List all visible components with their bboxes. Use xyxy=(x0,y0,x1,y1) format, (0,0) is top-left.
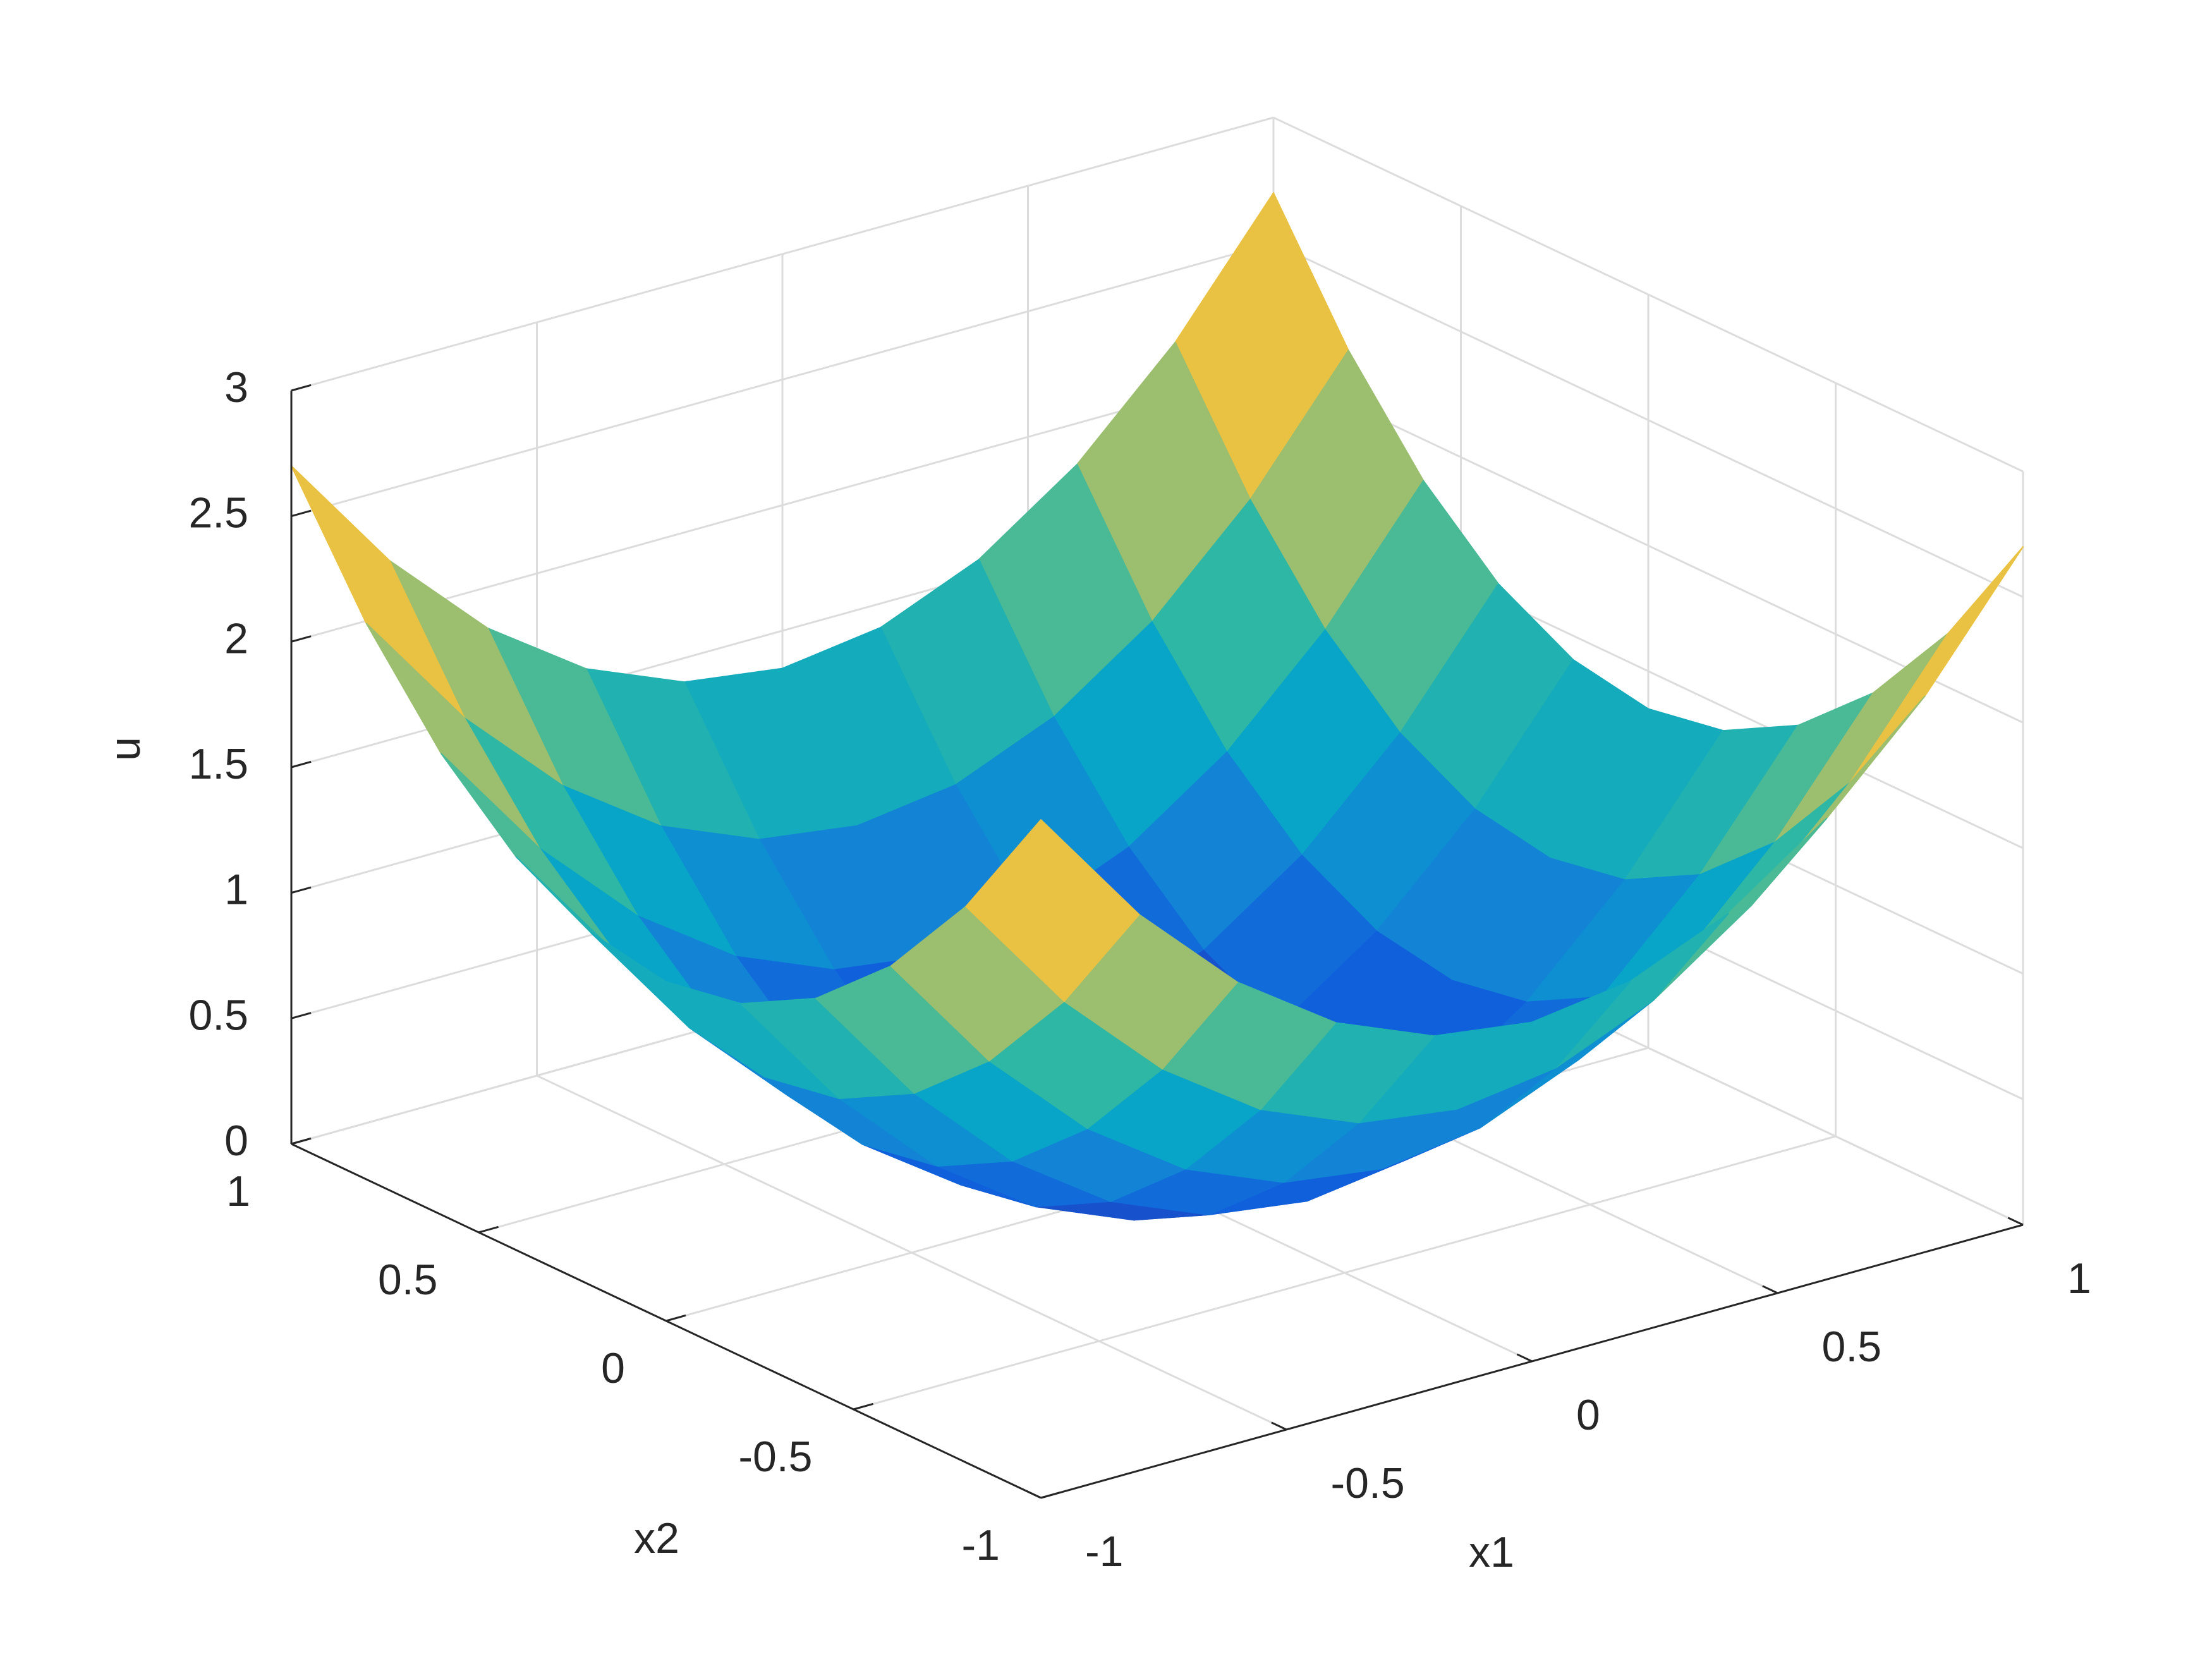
tick-mark xyxy=(1271,1421,1287,1431)
axes: 0 0.5 1 1.5 2 2.5 3 -1 -0.5 0 0.5 1 -1 -0.5 0 0.5 1 xyxy=(188,363,2091,1576)
tick-mark xyxy=(478,1225,499,1234)
grid-line xyxy=(1273,367,2024,724)
x1-tick-label: -0.5 xyxy=(1331,1459,1405,1507)
z-tick-label: 2.5 xyxy=(188,489,248,537)
tick-mark xyxy=(2007,1217,2024,1226)
grid-line xyxy=(853,1135,1836,1411)
tick-mark xyxy=(291,509,312,518)
surface xyxy=(291,192,2024,1221)
x1-tick-label: 0.5 xyxy=(1822,1323,1882,1371)
surface-cell xyxy=(965,819,1140,1002)
x2-axis-title: x2 xyxy=(634,1514,679,1562)
z-tick-label: 1.5 xyxy=(188,740,248,788)
z-tick-label: 0 xyxy=(224,1117,248,1165)
z-tick-label: 3 xyxy=(224,363,248,411)
x2-tick-label: 1 xyxy=(226,1167,250,1215)
z-tick-label: 0.5 xyxy=(188,991,248,1039)
grid-line xyxy=(1273,242,2024,599)
tick-mark xyxy=(1516,1353,1533,1363)
z-tick-label: 1 xyxy=(224,866,248,914)
x1-axis-title: x1 xyxy=(1469,1528,1514,1576)
grid-line xyxy=(1273,116,2024,473)
grid-line xyxy=(291,367,1274,643)
tick-mark xyxy=(665,1314,686,1322)
tick-mark xyxy=(291,1137,312,1145)
x2-tick-label: -0.5 xyxy=(738,1433,812,1481)
tick-mark xyxy=(291,1012,312,1019)
z-tick-label: 2 xyxy=(224,614,248,662)
x2-tick-label: -1 xyxy=(962,1521,1000,1569)
x2-tick-label: 0 xyxy=(601,1344,625,1392)
tick-mark xyxy=(1040,1491,1061,1499)
grid-line xyxy=(291,242,1274,518)
tick-mark xyxy=(291,886,312,894)
x1-tick-label: -1 xyxy=(1085,1528,1123,1576)
z-axis-title: u xyxy=(101,737,149,761)
x1-tick-label: 1 xyxy=(2067,1255,2091,1303)
tick-mark xyxy=(853,1402,873,1411)
tick-mark xyxy=(291,635,312,643)
tick-mark xyxy=(291,384,312,392)
x1-tick-label: 0 xyxy=(1576,1391,1600,1439)
tick-mark xyxy=(1025,1490,1042,1499)
tick-mark xyxy=(291,760,312,769)
tick-mark xyxy=(1762,1285,1778,1294)
grid-line xyxy=(291,116,1274,392)
x2-tick-label: 0.5 xyxy=(378,1256,438,1304)
